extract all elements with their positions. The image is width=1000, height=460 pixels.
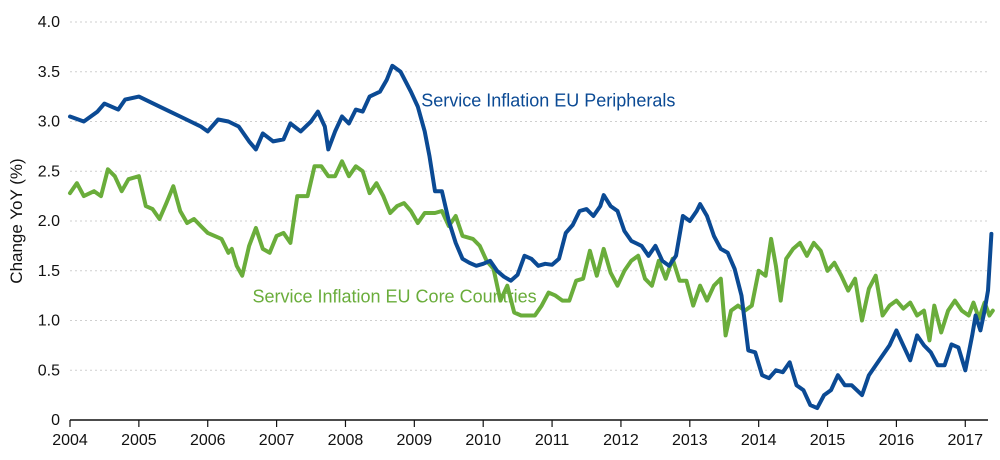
- x-tick-label: 2006: [190, 432, 226, 449]
- x-tick-label: 2010: [465, 432, 501, 449]
- x-tick-label: 2014: [741, 432, 777, 449]
- y-tick-label: 2.0: [38, 213, 60, 230]
- y-tick-label: 2.5: [38, 163, 60, 180]
- y-axis-title: Change YoY (%): [7, 158, 26, 283]
- gridlines: [70, 21, 988, 371]
- x-tick-label: 2008: [328, 432, 364, 449]
- y-tick-label: 0: [51, 412, 60, 429]
- y-tick-label: 1.0: [38, 313, 60, 330]
- y-tick-label: 1.5: [38, 263, 60, 280]
- y-tick-label: 4.0: [38, 14, 60, 31]
- x-tick-label: 2013: [672, 432, 708, 449]
- series-annotation: Service Inflation EU Peripherals: [421, 91, 675, 111]
- x-tick-label: 2016: [879, 432, 915, 449]
- x-tick-label: 2004: [52, 432, 88, 449]
- x-tick-label: 2009: [397, 432, 433, 449]
- series-annotation: Service Inflation EU Core Countries: [252, 287, 536, 307]
- y-tick-label: 3.0: [38, 114, 60, 131]
- y-tick-label: 3.5: [38, 64, 60, 81]
- series-labels: Service Inflation EU Peripherals Service …: [252, 91, 675, 307]
- y-axis: 0 0.5 1.0 1.5 2.0 2.5 3.0 3.5 4.0: [38, 14, 60, 429]
- x-tick-label: 2011: [535, 432, 570, 449]
- x-tick-label: 2007: [259, 432, 295, 449]
- series-line-core-countries: [68, 159, 995, 343]
- series-group: [68, 63, 995, 411]
- y-tick-label: 0.5: [38, 362, 60, 379]
- series-line-peripherals: [68, 63, 994, 411]
- x-tick-label: 2012: [603, 432, 639, 449]
- x-tick-label: 2015: [810, 432, 846, 449]
- x-tick-label: 2005: [121, 432, 157, 449]
- x-axis: 2004 2005 2006 2007 2008 2009 2010 2011 2012 2013…: [52, 419, 988, 449]
- x-tick-label: 2017: [947, 432, 983, 449]
